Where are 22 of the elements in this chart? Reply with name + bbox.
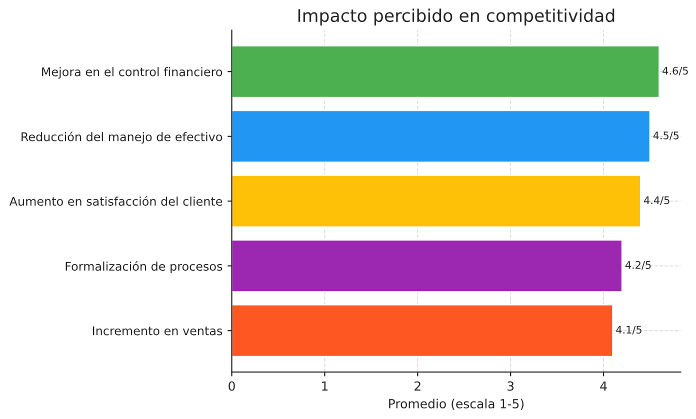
x-tick-label: 3 [508, 381, 514, 391]
bar [232, 110, 651, 163]
x-tick-label: 4 [600, 381, 607, 391]
bar [232, 45, 660, 98]
annotation: 4.6/5 [662, 66, 688, 76]
y-tick-label: Aumento en satisfacción del cliente [9, 196, 222, 206]
bar [232, 174, 642, 228]
y-tick-label: Mejora en el control financiero [42, 67, 222, 79]
annotation: 4.4/5 [644, 196, 670, 205]
x-axis-title: Promedio (escala 1-5) [389, 398, 524, 410]
y-tick-label: Reducción del manejo de efectivo [22, 132, 222, 144]
annotation: 4.1/5 [616, 326, 642, 334]
chart-title: Impacto percibido en competitividad [298, 8, 614, 26]
x-tick-label: 2 [414, 381, 420, 391]
y-tick-label: Formalización de procesos [66, 261, 222, 274]
x-tick-label: 1 [322, 381, 328, 391]
y-tick-label: Incremento en ventas [92, 326, 222, 336]
bar [232, 239, 623, 292]
annotation: 4.5/5 [653, 132, 679, 140]
bar [232, 304, 614, 358]
x-tick-label: 0 [228, 381, 235, 391]
annotation: 4.2/5 [625, 261, 651, 270]
